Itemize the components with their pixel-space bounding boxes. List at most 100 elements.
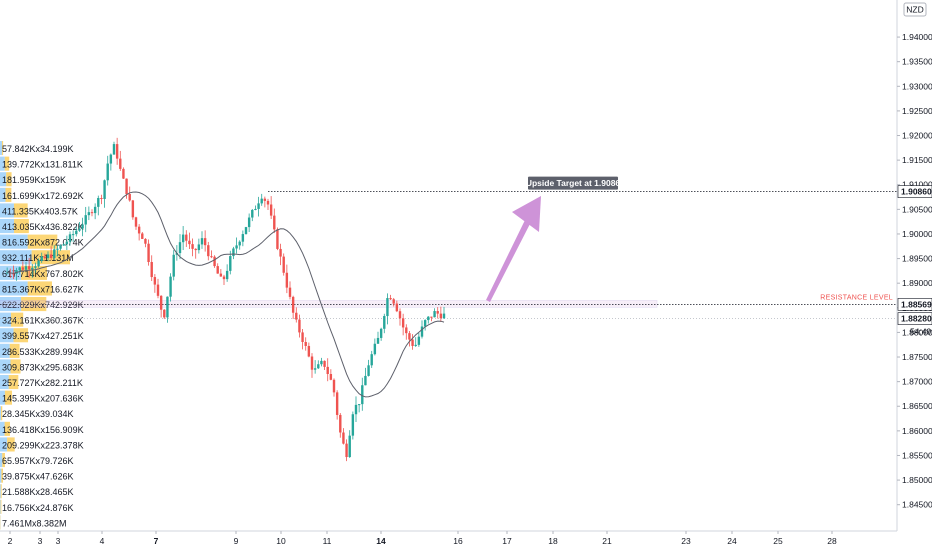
candle	[78, 222, 81, 232]
candle-body	[78, 228, 81, 231]
y-tick-label: 1.850000	[902, 475, 932, 485]
candle	[317, 360, 320, 370]
candle	[348, 430, 351, 458]
candle	[97, 195, 100, 216]
volume-up-bar	[0, 203, 14, 218]
currency-badge[interactable]: NZD	[903, 2, 927, 17]
volume-up-bar	[0, 484, 1, 499]
candle	[49, 246, 53, 261]
candle-body	[134, 217, 138, 227]
candle-body	[81, 224, 84, 229]
candle	[238, 240, 241, 250]
price-axis[interactable]: 1.940000 1.935000 1.930000 1.925000 1.920000…	[896, 0, 932, 531]
volume-down-bar	[20, 265, 48, 280]
candle	[279, 243, 282, 266]
y-tick-label: 1.910000	[902, 180, 932, 190]
x-tick-label: 10	[276, 536, 286, 546]
x-tick-label: 9	[234, 536, 239, 546]
candle	[31, 263, 34, 278]
candle	[144, 238, 147, 248]
candle-body	[150, 262, 153, 278]
candle-body	[417, 336, 421, 345]
time-axis[interactable]: 2 3 3 4 7 9 10 11 14 16 17 18 21 23 24 25 28	[0, 530, 897, 546]
candle	[276, 227, 279, 251]
price-label-text: 1.885698	[901, 299, 932, 309]
candle-body	[348, 435, 351, 458]
candle	[119, 150, 122, 171]
volume-profile-label: 413.035Kx436.822K	[2, 222, 84, 232]
moving-average	[7, 191, 445, 398]
volume-down-bar	[0, 499, 2, 514]
candle-body	[332, 379, 336, 393]
candle	[430, 316, 433, 322]
candle-body	[178, 242, 182, 254]
candle	[405, 324, 408, 340]
candle-body	[405, 327, 408, 334]
candle-body	[137, 226, 141, 234]
volume-up-bar	[0, 437, 8, 452]
candle-body	[427, 316, 430, 321]
candle	[417, 332, 421, 347]
volume-profile-row: 57.842Kx34.199K	[0, 141, 74, 156]
y-tick-label: 1.880000	[902, 327, 932, 337]
price-label-box	[897, 185, 932, 198]
volume-down-bar	[10, 359, 21, 374]
candle	[191, 238, 194, 257]
candle	[125, 178, 128, 199]
moving-average-line	[7, 191, 445, 398]
candle	[313, 360, 317, 374]
candle-body	[141, 233, 144, 239]
candle	[398, 308, 402, 326]
candle-body	[147, 243, 150, 263]
volume-profile-row: 161.699Kx172.692K	[0, 187, 84, 202]
candle-body	[373, 343, 377, 355]
candle-body	[100, 197, 103, 199]
arrow-shaft	[486, 218, 532, 302]
x-tick-label: 16	[453, 536, 463, 546]
volume-up-bar	[0, 141, 2, 156]
volume-profile-row: 815.367Kx716.627K	[0, 281, 84, 296]
y-tick-label: 1.915000	[902, 155, 932, 165]
candle-body	[84, 215, 87, 225]
candle	[386, 293, 389, 325]
candle-body	[56, 248, 59, 250]
candle-body	[31, 267, 34, 270]
x-tick-label: 4	[100, 536, 105, 546]
volume-down-bar	[1, 468, 3, 483]
volume-down-bar	[13, 203, 28, 218]
candle	[310, 353, 314, 378]
candle	[395, 300, 399, 313]
candle-body	[93, 206, 97, 214]
candle	[351, 411, 355, 440]
volume-up-bar	[0, 172, 7, 187]
x-tick-label: 3	[38, 536, 43, 546]
volume-up-bar	[0, 250, 32, 265]
candle-body	[216, 266, 219, 274]
candle	[131, 199, 135, 220]
candle-body	[273, 215, 276, 230]
resistance-zone: RESISTANCE LEVEL	[0, 294, 897, 320]
candle-body	[65, 241, 69, 245]
y-tick-label: 1.860000	[902, 426, 932, 436]
volume-profile-row: 286.533Kx289.994K	[0, 343, 84, 358]
annotations: Upside Target at 1.9086	[268, 176, 897, 302]
arrow-head	[512, 196, 541, 232]
candle-body	[197, 244, 201, 251]
volume-profile-label: 324.161Kx360.367K	[2, 316, 84, 326]
volume-profile-label: 257.727Kx282.211K	[2, 378, 83, 388]
candle-body	[122, 168, 125, 179]
candle-body	[414, 344, 417, 346]
volume-up-bar	[0, 421, 5, 436]
volume-profile-row: 309.873Kx295.683K	[0, 359, 84, 374]
candle	[185, 230, 188, 247]
candle-body	[159, 295, 163, 310]
candle	[59, 244, 62, 251]
target-label-box	[528, 176, 618, 190]
candle-body	[194, 248, 197, 251]
candle	[361, 377, 364, 411]
volume-up-bar	[0, 187, 6, 202]
volume-down-bar	[14, 219, 29, 234]
volume-up-bar	[0, 343, 10, 358]
y-tick-label: 1.925000	[902, 106, 932, 116]
